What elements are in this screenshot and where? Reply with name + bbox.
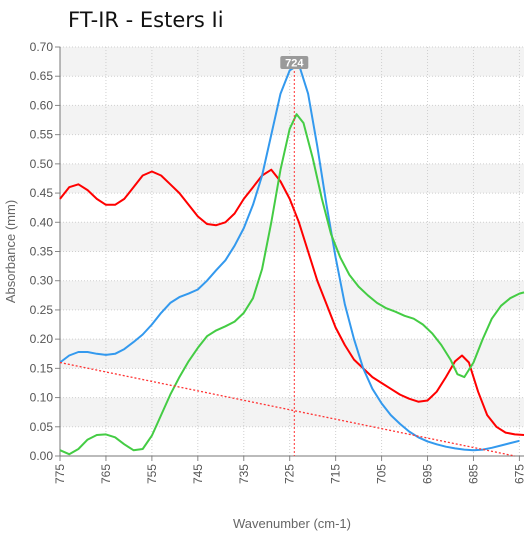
- grid-band: [60, 280, 524, 310]
- x-axis-label: Wavenumber (cm-1): [233, 516, 351, 531]
- y-tick-label: 0.05: [30, 420, 54, 434]
- y-tick-label: 0.15: [30, 361, 54, 375]
- peak-label-box: [280, 56, 309, 69]
- y-tick-label: 0.55: [30, 128, 54, 142]
- y-tick-label: 0.20: [30, 332, 54, 346]
- x-tick-label: 685: [466, 464, 480, 484]
- y-tick-label: 0.10: [30, 391, 54, 405]
- series-line-3[interactable]: [59, 113, 525, 456]
- x-tick-label: 725: [283, 464, 297, 484]
- chart-title: FT-IR - Esters Ii: [68, 8, 224, 32]
- y-tick-label: 0.50: [30, 157, 54, 171]
- x-tick-label: 775: [53, 464, 67, 484]
- grid-band: [60, 222, 524, 252]
- x-tick-label: 705: [375, 464, 389, 484]
- grid-band: [60, 397, 524, 427]
- y-tick-label: 0.35: [30, 245, 54, 259]
- x-tick-label: 765: [99, 464, 113, 484]
- y-tick-label: 0.30: [30, 274, 54, 288]
- x-tick-label: 755: [145, 464, 159, 484]
- y-tick-label: 0.25: [30, 303, 54, 317]
- x-tick-label: 735: [237, 464, 251, 484]
- y-tick-label: 0.60: [30, 98, 54, 112]
- y-tick-label: 0.45: [30, 186, 54, 200]
- x-tick-label: 715: [329, 464, 343, 484]
- y-tick-label: 0.40: [30, 215, 54, 229]
- y-tick-label: 0.00: [30, 449, 54, 463]
- y-axis-label: Absorbance (mm): [3, 200, 18, 303]
- grid-band: [60, 163, 524, 194]
- baseline-line: [59, 361, 515, 457]
- grid-band: [60, 105, 524, 135]
- x-tick-label: 745: [191, 464, 205, 484]
- series-line-1[interactable]: [59, 168, 525, 436]
- y-tick-label: 0.65: [30, 69, 54, 83]
- x-tick-label: 675: [512, 464, 526, 484]
- x-tick-label: 695: [421, 464, 435, 484]
- peak-label: 724: [285, 58, 304, 70]
- series-line-2[interactable]: [59, 63, 520, 452]
- y-tick-label: 0.70: [30, 40, 54, 54]
